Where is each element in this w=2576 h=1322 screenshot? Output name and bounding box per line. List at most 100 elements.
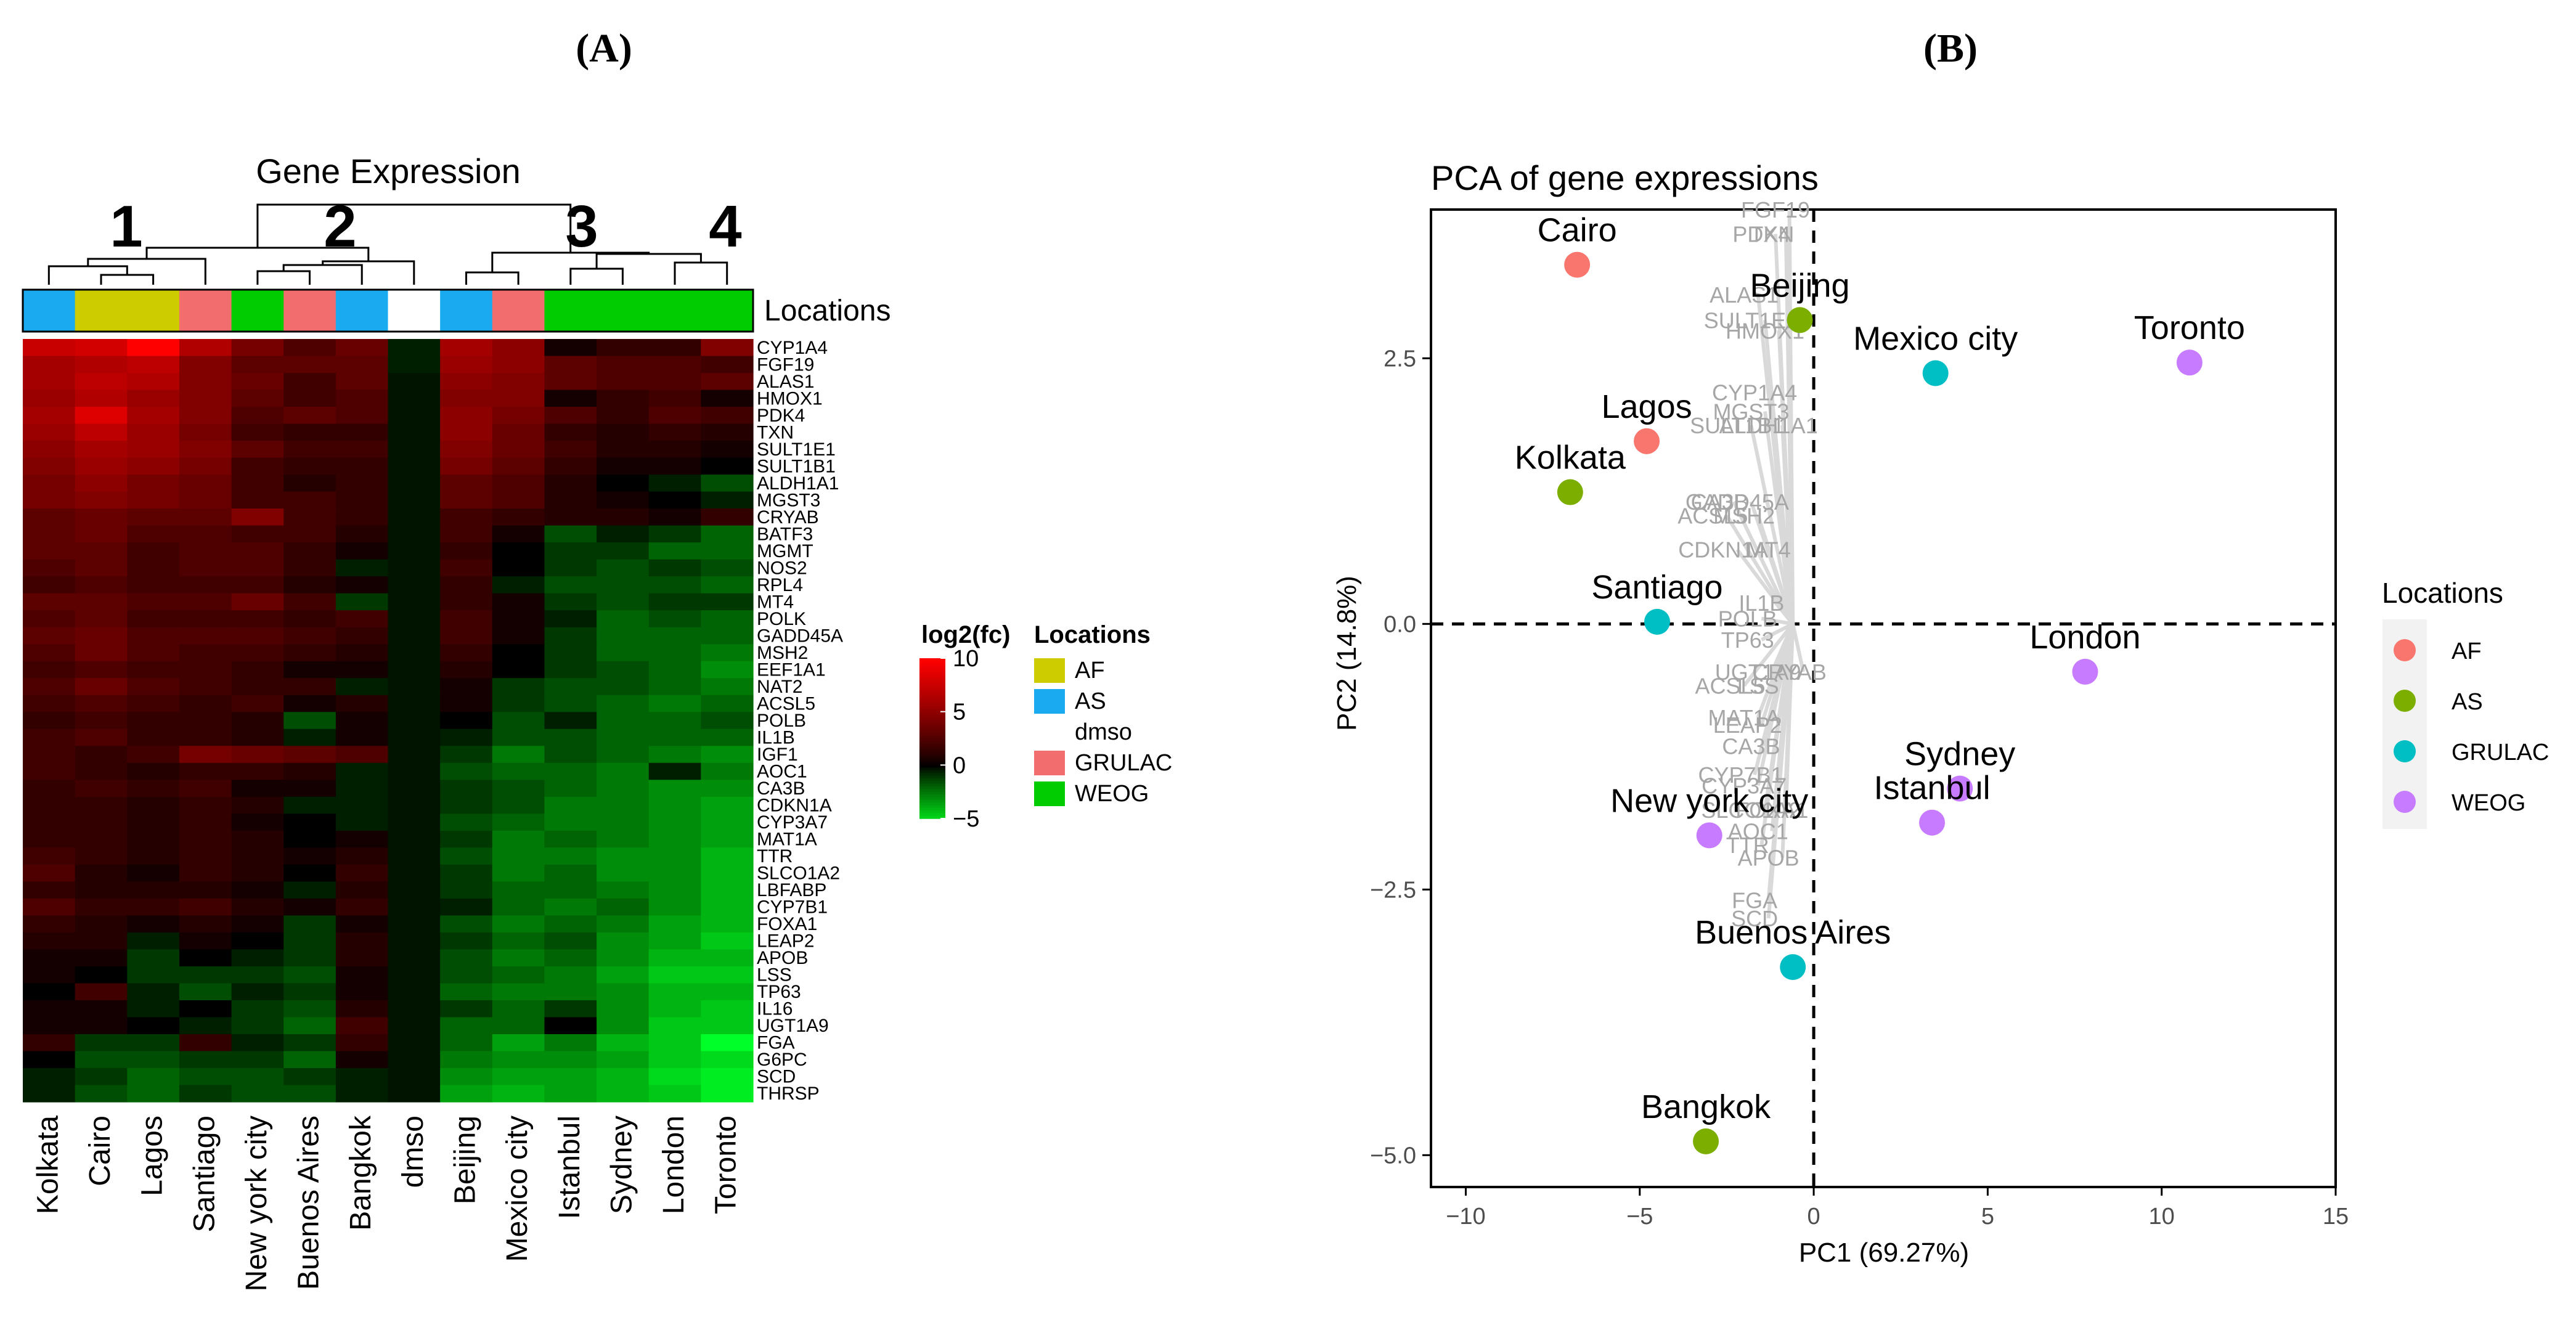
heatmap-cell — [388, 407, 441, 425]
heatmap-cell — [179, 356, 232, 373]
pca-legend-swatch — [2394, 690, 2416, 712]
heatmap-cell — [388, 475, 441, 492]
heatmap-cell — [597, 728, 650, 746]
heatmap-cell — [388, 661, 441, 679]
column-dendrogram — [47, 203, 728, 285]
heatmap-cell — [440, 830, 493, 848]
heatmap-cell — [231, 728, 284, 746]
heatmap-cell — [231, 610, 284, 628]
heatmap-cell — [648, 932, 701, 950]
pca-point — [2176, 349, 2203, 376]
annotation-cell — [440, 290, 493, 332]
heatmap-cell — [648, 949, 701, 967]
heatmap-cells — [23, 339, 754, 1103]
heatmap-cell — [544, 746, 597, 764]
heatmap-cell — [335, 932, 389, 950]
heatmap-cell — [388, 339, 441, 357]
colorbar-step — [919, 794, 945, 798]
heatmap-cell — [701, 593, 754, 611]
heatmap-cell — [544, 542, 597, 560]
y-tick-label: 2.5 — [1384, 346, 1416, 372]
heatmap-cell — [335, 423, 389, 441]
colorbar-step — [919, 703, 945, 707]
pca-point-label: Santiago — [1591, 569, 1722, 606]
heatmap-cell — [597, 661, 650, 679]
heatmap-cell — [23, 864, 76, 882]
heatmap-cell — [648, 915, 701, 933]
heatmap-cell — [75, 830, 128, 848]
gene-label: FGF19 — [757, 354, 814, 375]
pca-point-label: Lagos — [1601, 388, 1692, 425]
loading-arrow — [1749, 425, 1795, 624]
heatmap-cell — [23, 356, 76, 373]
gene-label: TP63 — [757, 982, 801, 1002]
annotation-cell — [231, 290, 284, 332]
pca-x-axis-label: PC1 (69.27%) — [1799, 1238, 1969, 1268]
heatmap-cell — [388, 559, 441, 577]
heatmap-cell — [179, 830, 232, 848]
heatmap-cell — [231, 491, 284, 509]
gene-label: RPL4 — [757, 575, 803, 595]
heatmap-cell — [492, 1034, 545, 1052]
heatmap-cell — [75, 356, 128, 373]
loading-label: CA3B — [1691, 489, 1749, 515]
heatmap-cell — [283, 610, 336, 628]
heatmap-cell — [283, 915, 336, 933]
heatmap-cell — [335, 983, 389, 1001]
pca-y-axis-label: PC2 (14.8%) — [1332, 576, 1362, 731]
heatmap-cell — [283, 627, 336, 645]
heatmap-cell — [648, 847, 701, 865]
heatmap-cell — [544, 898, 597, 916]
heatmap-cell — [544, 441, 597, 459]
heatmap-cell — [231, 542, 284, 560]
heatmap-cell — [544, 712, 597, 730]
heatmap-cell — [127, 966, 180, 984]
heatmap-cell — [701, 661, 754, 679]
heatmap-cell — [127, 525, 180, 543]
heatmap-cell — [388, 356, 441, 373]
heatmap-cell — [283, 441, 336, 459]
colorbar-step — [919, 658, 945, 662]
heatmap-cell — [701, 356, 754, 373]
loading-label: ACSL5 — [1695, 673, 1766, 698]
heatmap-cell — [335, 661, 389, 679]
heatmap-cell — [597, 712, 650, 730]
heatmap-cell — [544, 814, 597, 831]
heatmap-cell — [648, 661, 701, 679]
colorbar-step — [919, 775, 945, 779]
heatmap-cell — [440, 610, 493, 628]
heatmap-cell — [231, 525, 284, 543]
heatmap-cell — [544, 339, 597, 357]
heatmap-cell — [597, 457, 650, 475]
pca-point — [1693, 1128, 1719, 1154]
loading-arrow — [1759, 623, 1795, 846]
pca-point-label: London — [2029, 619, 2140, 656]
heatmap-cell — [335, 881, 389, 899]
loading-arrow — [1791, 623, 1806, 672]
heatmap-cell — [179, 373, 232, 391]
colorbar-step — [919, 799, 945, 803]
colorbar-step — [919, 698, 945, 702]
heatmap-cell — [23, 814, 76, 831]
column-label: New york city — [240, 1116, 273, 1291]
pca-point — [1922, 360, 1949, 386]
heatmap-cell — [179, 525, 232, 543]
heatmap-legend-swatch — [1034, 720, 1065, 745]
heatmap-cell — [179, 932, 232, 950]
heatmap-cell — [648, 627, 701, 645]
heatmap-cell — [648, 576, 701, 594]
pca-point — [1557, 479, 1583, 505]
heatmap-cell — [701, 610, 754, 628]
heatmap-legend-label: AS — [1075, 688, 1106, 714]
heatmap-cell — [701, 423, 754, 441]
heatmap-cell — [335, 695, 389, 712]
heatmap-cell — [492, 356, 545, 373]
heatmap-cell — [75, 780, 128, 798]
heatmap-cell — [283, 407, 336, 425]
heatmap-cell — [544, 627, 597, 645]
heatmap-cell — [231, 949, 284, 967]
annotation-cell — [75, 290, 128, 332]
heatmap-cell — [701, 898, 754, 916]
annotation-cell — [597, 290, 650, 332]
